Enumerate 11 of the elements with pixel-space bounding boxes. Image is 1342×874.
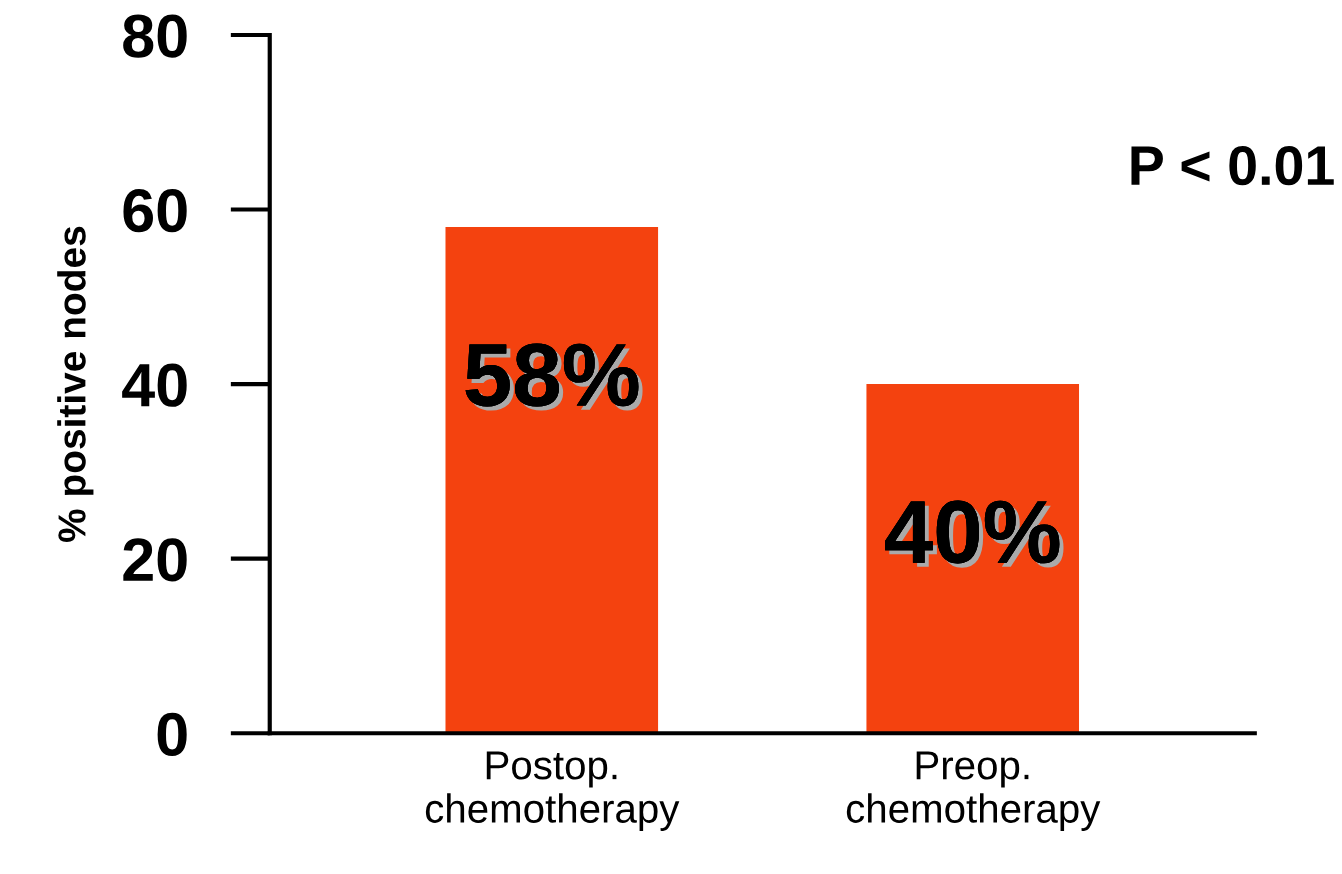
y-tick-label: 20 xyxy=(123,538,187,582)
x-tick-label: Preop. chemotherapy xyxy=(846,751,1101,831)
y-tick-label: 0 xyxy=(157,712,187,757)
y-tick-label: 80 xyxy=(123,14,187,58)
y-tick-label: 40 xyxy=(122,363,187,407)
y-axis-title: % positive nodes xyxy=(57,226,94,542)
data-label: 40% xyxy=(885,500,1064,568)
annotation: P < 0.01 xyxy=(1131,146,1334,186)
x-tick-label: Postop. chemotherapy xyxy=(425,751,680,831)
y-tick-label: 60 xyxy=(123,189,187,233)
data-label: 58% xyxy=(465,343,643,411)
